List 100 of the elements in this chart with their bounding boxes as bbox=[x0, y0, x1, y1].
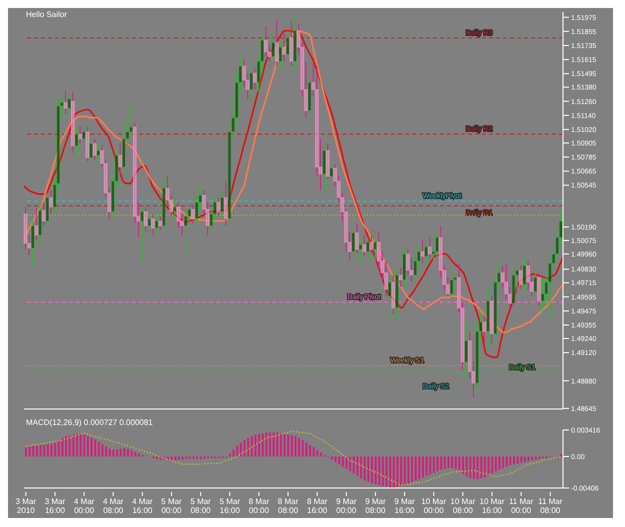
candlestick bbox=[402, 248, 406, 288]
bar bbox=[65, 436, 68, 456]
candlestick bbox=[497, 260, 501, 290]
bar bbox=[130, 450, 133, 456]
bar bbox=[28, 446, 31, 456]
bar bbox=[269, 432, 272, 456]
x-tick-label: 10 Mar 00:00 bbox=[421, 497, 446, 515]
candlestick bbox=[340, 192, 344, 222]
candlestick bbox=[518, 265, 523, 290]
bar bbox=[386, 456, 388, 487]
candlestick bbox=[260, 34, 264, 74]
candlestick bbox=[555, 225, 560, 262]
candlestick bbox=[71, 91, 75, 154]
bar bbox=[265, 432, 268, 456]
candlestick bbox=[52, 178, 56, 215]
bar bbox=[392, 456, 395, 488]
bar bbox=[83, 434, 86, 456]
bar bbox=[342, 456, 344, 467]
candlestick bbox=[140, 206, 144, 262]
candlestick bbox=[82, 124, 86, 146]
candlestick bbox=[478, 312, 483, 342]
candlestick bbox=[358, 237, 362, 262]
bar bbox=[298, 438, 300, 456]
bar bbox=[178, 456, 180, 460]
bar bbox=[498, 456, 500, 470]
x-tick-label: 4 Mar 08:00 bbox=[103, 497, 124, 515]
bar bbox=[284, 434, 286, 456]
candlestick bbox=[362, 234, 366, 257]
bar bbox=[305, 442, 308, 456]
candlestick bbox=[453, 268, 458, 294]
bar bbox=[182, 456, 184, 460]
candlestick bbox=[209, 208, 214, 234]
bar bbox=[418, 456, 420, 479]
candlestick bbox=[424, 242, 428, 266]
candlestick bbox=[559, 208, 563, 248]
bar bbox=[116, 450, 118, 456]
candlestick bbox=[376, 232, 381, 269]
candlestick bbox=[158, 216, 162, 231]
candlestick bbox=[435, 232, 439, 260]
bar bbox=[396, 456, 398, 487]
bar bbox=[378, 456, 380, 486]
bar bbox=[454, 456, 457, 469]
candlestick bbox=[322, 145, 326, 194]
candlestick bbox=[475, 322, 479, 391]
bar bbox=[422, 456, 424, 478]
candlestick bbox=[238, 56, 242, 92]
candlestick bbox=[540, 276, 544, 314]
candlestick bbox=[366, 237, 370, 262]
candlestick bbox=[296, 23, 300, 55]
candlestick bbox=[512, 268, 516, 308]
candlestick bbox=[464, 322, 468, 379]
bar bbox=[502, 456, 504, 468]
chart-title: Hello Sailor bbox=[26, 10, 67, 19]
candlestick bbox=[180, 214, 184, 236]
x-tick-label: 9 Mar 16:00 bbox=[394, 497, 416, 515]
bar bbox=[68, 436, 71, 456]
candlestick bbox=[264, 26, 268, 58]
bar bbox=[25, 447, 27, 456]
candlestick bbox=[410, 258, 414, 283]
bar bbox=[126, 448, 129, 456]
bar bbox=[101, 444, 104, 456]
bar bbox=[40, 444, 42, 456]
candlestick bbox=[508, 286, 512, 308]
bar bbox=[294, 436, 296, 456]
bar bbox=[108, 448, 111, 456]
candlestick bbox=[537, 272, 541, 306]
bar bbox=[250, 436, 253, 456]
candlestick bbox=[104, 159, 108, 197]
candlestick bbox=[450, 274, 454, 300]
candlestick bbox=[348, 232, 352, 262]
candlestick bbox=[234, 72, 239, 126]
candlestick bbox=[318, 138, 322, 192]
x-tick-label: 8 Mar 00:00 bbox=[248, 497, 270, 515]
bar bbox=[389, 456, 392, 488]
x-tick-label: 3 Mar 2010 bbox=[16, 497, 36, 515]
bar bbox=[287, 434, 290, 456]
candlestick bbox=[428, 237, 432, 260]
candlestick bbox=[194, 194, 198, 226]
candlestick bbox=[220, 192, 224, 220]
candlestick bbox=[100, 145, 104, 168]
bar bbox=[436, 456, 439, 472]
bar bbox=[462, 456, 464, 474]
bar bbox=[254, 434, 256, 456]
bar bbox=[352, 456, 355, 474]
bar bbox=[531, 456, 534, 460]
x-tick-label: 8 Mar 16:00 bbox=[306, 497, 328, 515]
candlestick bbox=[355, 222, 359, 254]
x-tick-label: 11 Mar 08:00 bbox=[538, 497, 563, 515]
bar bbox=[444, 456, 446, 469]
candlestick bbox=[118, 143, 122, 177]
x-tick-label: 9 Mar 00:00 bbox=[336, 497, 357, 515]
candlestick bbox=[373, 234, 377, 262]
bar bbox=[280, 433, 282, 456]
candlestick bbox=[74, 126, 78, 156]
candlestick bbox=[278, 40, 282, 69]
bar bbox=[123, 448, 126, 456]
candlestick bbox=[417, 244, 421, 269]
candlestick bbox=[78, 125, 82, 144]
bar bbox=[484, 456, 486, 478]
candlestick bbox=[460, 300, 464, 370]
